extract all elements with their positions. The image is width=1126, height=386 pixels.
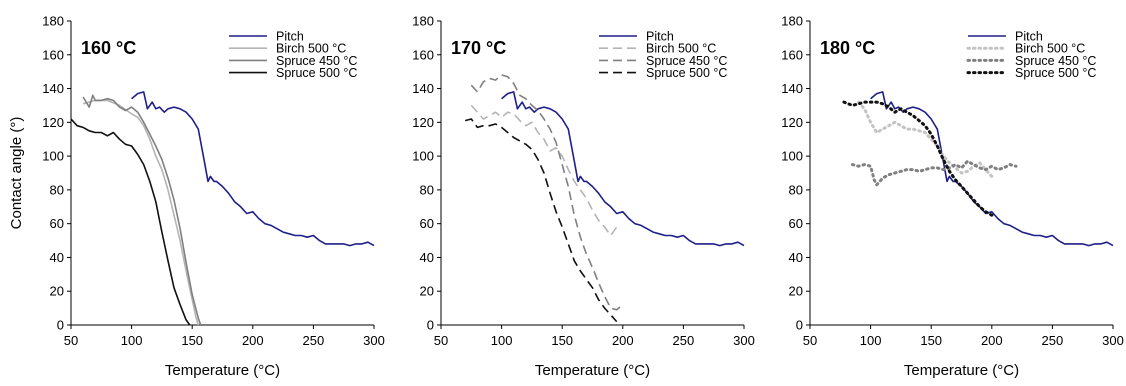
y-tick-label: 80 xyxy=(789,182,803,197)
series-line-2 xyxy=(857,100,994,178)
y-tick-label: 80 xyxy=(420,182,434,197)
panel-2: 0 20 40 60 80 100 120 140 160 180 50 100 150 200 250 30… xyxy=(412,14,755,380)
y-tick-label: 60 xyxy=(50,216,64,231)
legend-label: Pitch xyxy=(276,30,304,44)
y-tick-label: 40 xyxy=(789,250,803,265)
legend-label: Birch 500 °C xyxy=(646,42,716,56)
x-tick-label: 100 xyxy=(860,333,882,348)
y-tick-label: 120 xyxy=(42,115,64,130)
x-axis-label: Temperature (°C) xyxy=(165,362,280,379)
y-tick-label: 120 xyxy=(781,115,803,130)
y-tick-label: 140 xyxy=(781,81,803,96)
y-tick-label: 40 xyxy=(420,250,434,265)
y-tick-label: 0 xyxy=(57,318,64,333)
y-axis-label: Contact angle (°) xyxy=(8,117,25,230)
legend-label: Spruce 450 °C xyxy=(1015,54,1096,68)
legend-label: Spruce 500 °C xyxy=(646,66,727,80)
y-tick-label: 100 xyxy=(781,149,803,164)
x-axis-label: Temperature (°C) xyxy=(535,362,650,379)
legend-label: Spruce 450 °C xyxy=(276,54,357,68)
x-tick-label: 150 xyxy=(181,333,203,348)
x-tick-label: 50 xyxy=(434,333,448,348)
legend-label: Pitch xyxy=(1015,30,1043,44)
y-tick-label: 0 xyxy=(796,318,803,333)
y-tick-label: 20 xyxy=(50,284,64,299)
series-line-2 xyxy=(470,104,618,237)
y-tick-label: 20 xyxy=(789,284,803,299)
x-tick-label: 150 xyxy=(551,333,573,348)
x-tick-label: 100 xyxy=(491,333,513,348)
y-tick-label: 160 xyxy=(412,47,434,62)
series-line-4 xyxy=(70,118,191,326)
series-line-3 xyxy=(470,74,624,311)
y-tick-label: 160 xyxy=(781,47,803,62)
y-tick-label: 140 xyxy=(412,81,434,96)
legend-label: Spruce 500 °C xyxy=(276,66,357,80)
y-tick-label: 80 xyxy=(50,182,64,197)
x-tick-label: 300 xyxy=(733,333,755,348)
series-line-1 xyxy=(131,91,375,247)
series-line-2 xyxy=(82,99,200,326)
y-tick-label: 100 xyxy=(42,149,64,164)
x-tick-label: 50 xyxy=(64,333,78,348)
y-tick-label: 180 xyxy=(42,14,64,29)
x-tick-label: 200 xyxy=(242,333,264,348)
x-tick-label: 200 xyxy=(981,333,1003,348)
x-tick-label: 200 xyxy=(612,333,634,348)
x-tick-label: 100 xyxy=(121,333,143,348)
x-tick-label: 250 xyxy=(1042,333,1064,348)
x-tick-label: 150 xyxy=(920,333,942,348)
x-tick-label: 250 xyxy=(673,333,695,348)
series-line-4 xyxy=(842,100,994,217)
y-tick-label: 180 xyxy=(781,14,803,29)
y-tick-label: 60 xyxy=(789,216,803,231)
series-line-3 xyxy=(82,94,202,326)
legend-label: Birch 500 °C xyxy=(1015,42,1085,56)
x-tick-label: 50 xyxy=(803,333,817,348)
panel-3: 0 20 40 60 80 100 120 140 160 180 50 100 150 200 250 30… xyxy=(781,14,1124,380)
y-tick-label: 20 xyxy=(420,284,434,299)
panel-title: 170 °C xyxy=(451,38,506,58)
y-tick-label: 160 xyxy=(42,47,64,62)
x-axis-label: Temperature (°C) xyxy=(904,362,1019,379)
y-tick-label: 140 xyxy=(42,81,64,96)
y-tick-label: 120 xyxy=(412,115,434,130)
y-tick-label: 180 xyxy=(412,14,434,29)
panel-title: 180 °C xyxy=(820,38,875,58)
x-tick-label: 300 xyxy=(363,333,385,348)
legend-label: Pitch xyxy=(646,30,674,44)
panel-1: 0 20 40 60 80 100 120 140 160 180 50 100 150 200 250 30… xyxy=(8,14,385,380)
y-tick-label: 40 xyxy=(50,250,64,265)
y-tick-label: 0 xyxy=(427,318,434,333)
legend-label: Birch 500 °C xyxy=(276,42,346,56)
x-tick-label: 250 xyxy=(303,333,325,348)
legend-label: Spruce 500 °C xyxy=(1015,66,1096,80)
series-line-1 xyxy=(501,91,745,247)
x-tick-label: 300 xyxy=(1102,333,1124,348)
panel-title: 160 °C xyxy=(81,38,136,58)
y-tick-label: 60 xyxy=(420,216,434,231)
y-tick-label: 100 xyxy=(412,149,434,164)
legend-label: Spruce 450 °C xyxy=(646,54,727,68)
series-line-4 xyxy=(464,118,618,323)
series-line-3 xyxy=(850,159,1018,187)
